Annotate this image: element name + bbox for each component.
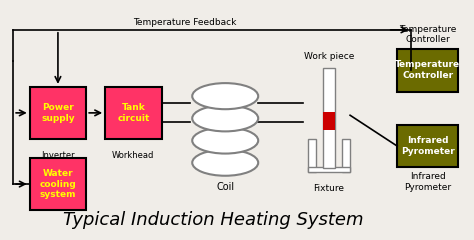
Text: Power
supply: Power supply (41, 103, 75, 123)
Text: Inverter: Inverter (41, 151, 75, 160)
Text: Temperature
Controller: Temperature Controller (395, 60, 460, 80)
Bar (323, 112, 335, 130)
Ellipse shape (192, 150, 258, 176)
Bar (323, 68, 335, 168)
Bar (308, 167, 350, 172)
Text: Temperature Feedback: Temperature Feedback (133, 18, 237, 28)
FancyBboxPatch shape (397, 49, 458, 91)
FancyBboxPatch shape (397, 125, 458, 168)
Text: Typical Induction Heating System: Typical Induction Heating System (63, 211, 364, 229)
Ellipse shape (192, 105, 258, 131)
Ellipse shape (192, 83, 258, 109)
Bar (342, 139, 350, 172)
Text: Temperature
Controller: Temperature Controller (399, 25, 456, 44)
Text: Water
cooling
system: Water cooling system (39, 169, 76, 199)
FancyBboxPatch shape (105, 87, 162, 139)
Ellipse shape (192, 127, 258, 154)
Text: Infrared
Pyrometer: Infrared Pyrometer (401, 136, 455, 156)
Text: Tank
circuit: Tank circuit (117, 103, 149, 123)
Text: Work piece: Work piece (304, 52, 354, 61)
FancyBboxPatch shape (30, 87, 86, 139)
Text: Fixture: Fixture (313, 184, 345, 193)
Bar (308, 139, 316, 172)
Text: Workhead: Workhead (112, 151, 155, 160)
Text: Coil: Coil (216, 182, 234, 192)
Text: Infrared
Pyrometer: Infrared Pyrometer (404, 172, 451, 192)
FancyBboxPatch shape (30, 158, 86, 210)
